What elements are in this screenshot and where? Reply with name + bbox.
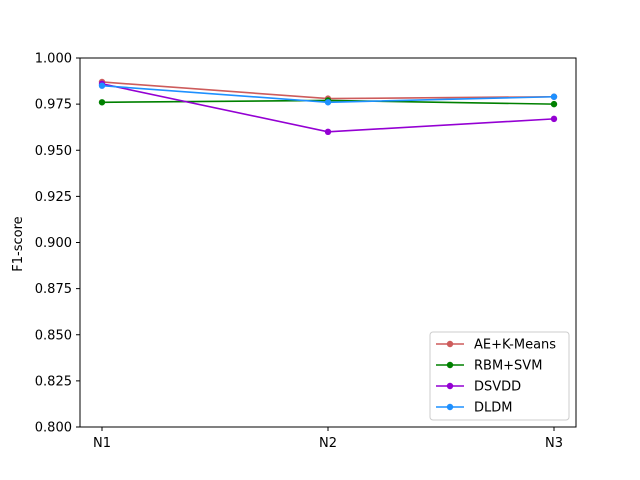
legend-label: AE+K-Means <box>474 338 556 353</box>
y-tick-label: 0.925 <box>35 190 72 205</box>
y-tick-label: 0.950 <box>35 144 72 159</box>
x-axis: N1 N2 N3 <box>93 427 563 451</box>
y-tick-label: 0.850 <box>35 328 72 343</box>
data-point-dsvdd <box>550 115 558 123</box>
legend-label: DLDM <box>474 401 512 416</box>
data-point-dldm <box>324 99 332 106</box>
legend-box <box>429 331 570 421</box>
y-tick-label: 0.900 <box>35 236 72 251</box>
y-tick-label: 0.975 <box>35 98 72 113</box>
legend-label: DSVDD <box>474 380 521 395</box>
legend-marker <box>446 382 454 390</box>
data-point-rbm-svm <box>98 99 106 106</box>
y-tick-label: 1.000 <box>35 52 72 67</box>
y-tick-label: 0.800 <box>35 421 72 436</box>
legend-marker <box>446 340 454 348</box>
data-point-dsvdd <box>324 128 332 135</box>
x-tick-label: N1 <box>93 436 111 451</box>
y-axis-label: F1-score <box>11 216 26 271</box>
legend-label: RBM+SVM <box>474 359 542 374</box>
data-point-dldm <box>98 82 106 89</box>
data-point-dldm <box>550 93 558 100</box>
y-tick-label: 0.825 <box>35 374 72 389</box>
y-axis: 0.800 0.825 0.850 0.875 0.900 0.925 0.950 0.975… <box>35 52 80 436</box>
data-point-rbm-svm <box>550 100 558 108</box>
legend-marker <box>446 361 454 369</box>
x-tick-label: N3 <box>545 436 563 451</box>
series-group <box>98 78 558 135</box>
legend: AE+K-Means RBM+SVM DSVDD DLDM <box>429 331 570 421</box>
x-tick-label: N2 <box>319 436 337 451</box>
legend-marker <box>446 403 454 411</box>
y-tick-label: 0.875 <box>35 282 72 297</box>
